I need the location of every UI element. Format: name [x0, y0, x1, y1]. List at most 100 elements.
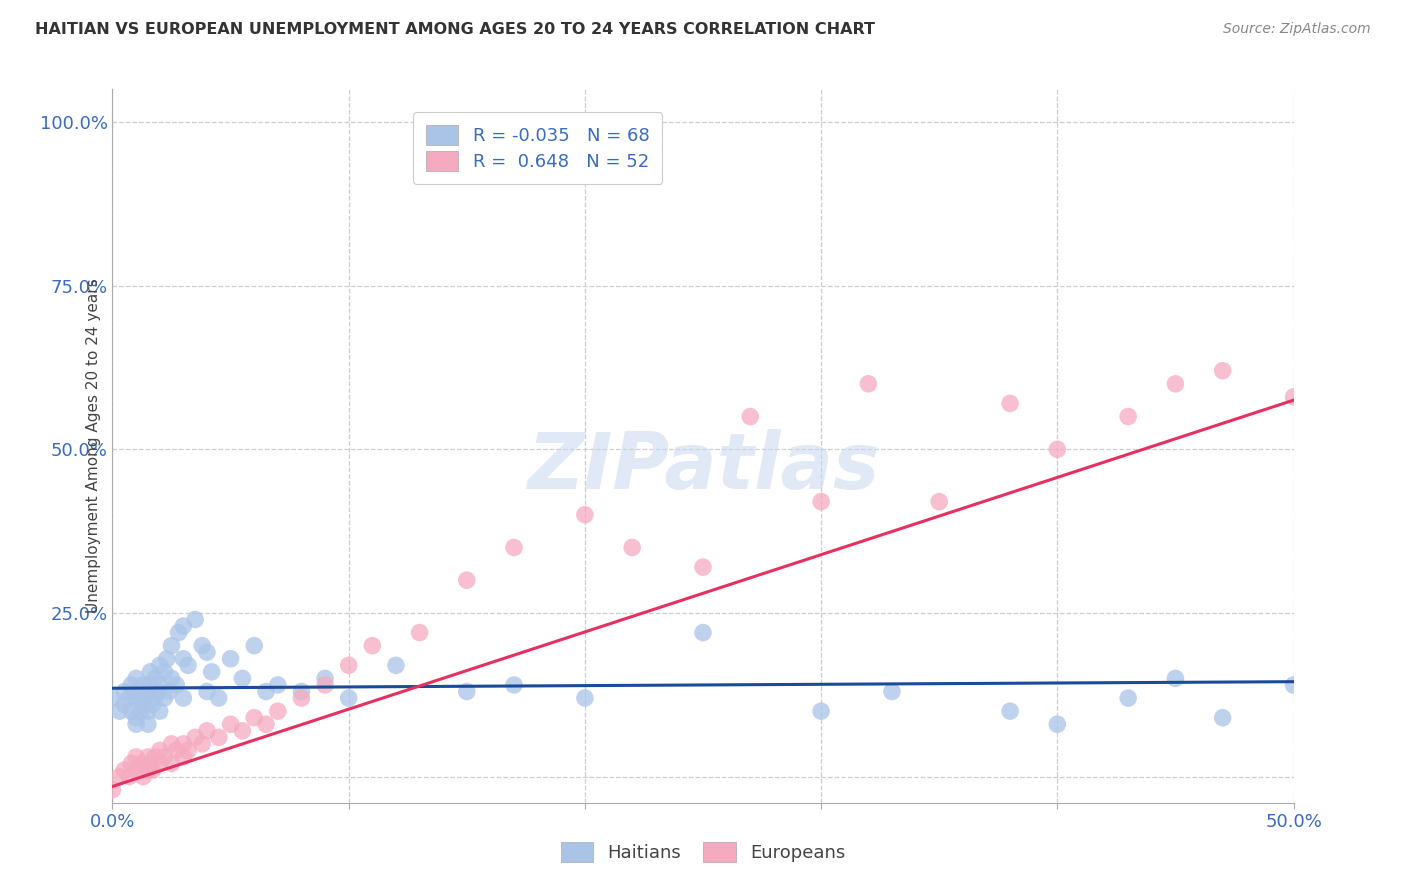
Point [125, 717, 148, 731]
Point [1046, 442, 1069, 457]
Text: HAITIAN VS EUROPEAN UNEMPLOYMENT AMONG AGES 20 TO 24 YEARS CORRELATION CHART: HAITIAN VS EUROPEAN UNEMPLOYMENT AMONG A… [35, 22, 875, 37]
Point [1282, 390, 1305, 404]
Point [112, 684, 135, 698]
Point [243, 711, 266, 725]
Point [118, 770, 141, 784]
Point [208, 691, 231, 706]
Legend: Haitians, Europeans: Haitians, Europeans [554, 835, 852, 870]
Point [136, 704, 159, 718]
Point [998, 704, 1021, 718]
Point [172, 737, 194, 751]
Point [1116, 691, 1139, 706]
Point [172, 652, 194, 666]
Point [120, 704, 142, 718]
Point [143, 672, 166, 686]
Point [231, 723, 253, 738]
Point [1212, 364, 1234, 378]
Point [125, 672, 148, 686]
Point [998, 396, 1021, 410]
Point [290, 684, 312, 698]
Point [195, 684, 218, 698]
Point [361, 639, 384, 653]
Point [132, 770, 155, 784]
Point [503, 678, 526, 692]
Point [149, 704, 172, 718]
Point [125, 711, 148, 725]
Point [160, 737, 183, 751]
Point [120, 678, 142, 692]
Point [118, 691, 141, 706]
Point [621, 541, 644, 555]
Point [254, 717, 277, 731]
Point [177, 743, 200, 757]
Point [408, 625, 430, 640]
Point [385, 658, 408, 673]
Point [142, 698, 165, 712]
Point [503, 541, 526, 555]
Point [136, 684, 159, 698]
Point [160, 756, 183, 771]
Point [132, 698, 155, 712]
Point [129, 704, 152, 718]
Point [160, 672, 183, 686]
Point [177, 658, 200, 673]
Point [201, 665, 224, 679]
Point [157, 684, 180, 698]
Point [165, 678, 187, 692]
Point [125, 750, 148, 764]
Text: ZIPatlas: ZIPatlas [527, 429, 879, 506]
Point [149, 678, 172, 692]
Point [858, 376, 880, 391]
Point [243, 639, 266, 653]
Point [810, 494, 832, 508]
Point [1164, 376, 1187, 391]
Point [172, 691, 194, 706]
Point [139, 678, 162, 692]
Point [108, 770, 131, 784]
Point [195, 645, 218, 659]
Point [267, 704, 290, 718]
Point [172, 619, 194, 633]
Point [184, 612, 207, 626]
Point [129, 684, 152, 698]
Point [314, 672, 336, 686]
Point [810, 704, 832, 718]
Point [136, 750, 159, 764]
Point [136, 763, 159, 777]
Point [143, 691, 166, 706]
Point [1164, 672, 1187, 686]
Point [290, 691, 312, 706]
Point [101, 691, 124, 706]
Point [142, 763, 165, 777]
Point [208, 731, 231, 745]
Point [153, 750, 176, 764]
Point [219, 717, 242, 731]
Point [172, 750, 194, 764]
Point [108, 704, 131, 718]
Legend: R = -0.035   N = 68, R =  0.648   N = 52: R = -0.035 N = 68, R = 0.648 N = 52 [413, 112, 662, 184]
Point [125, 763, 148, 777]
Point [574, 508, 596, 522]
Point [122, 684, 145, 698]
Point [692, 625, 714, 640]
Point [149, 658, 172, 673]
Point [267, 678, 290, 692]
Point [120, 756, 142, 771]
Point [153, 665, 176, 679]
Point [740, 409, 762, 424]
Point [143, 750, 166, 764]
Point [928, 494, 950, 508]
Point [129, 756, 152, 771]
Point [1046, 717, 1069, 731]
Point [135, 691, 157, 706]
Point [149, 756, 172, 771]
Text: Source: ZipAtlas.com: Source: ZipAtlas.com [1223, 22, 1371, 37]
Point [337, 658, 360, 673]
Point [136, 717, 159, 731]
Point [132, 678, 155, 692]
Point [125, 691, 148, 706]
Point [184, 731, 207, 745]
Point [191, 639, 214, 653]
Point [692, 560, 714, 574]
Point [880, 684, 903, 698]
